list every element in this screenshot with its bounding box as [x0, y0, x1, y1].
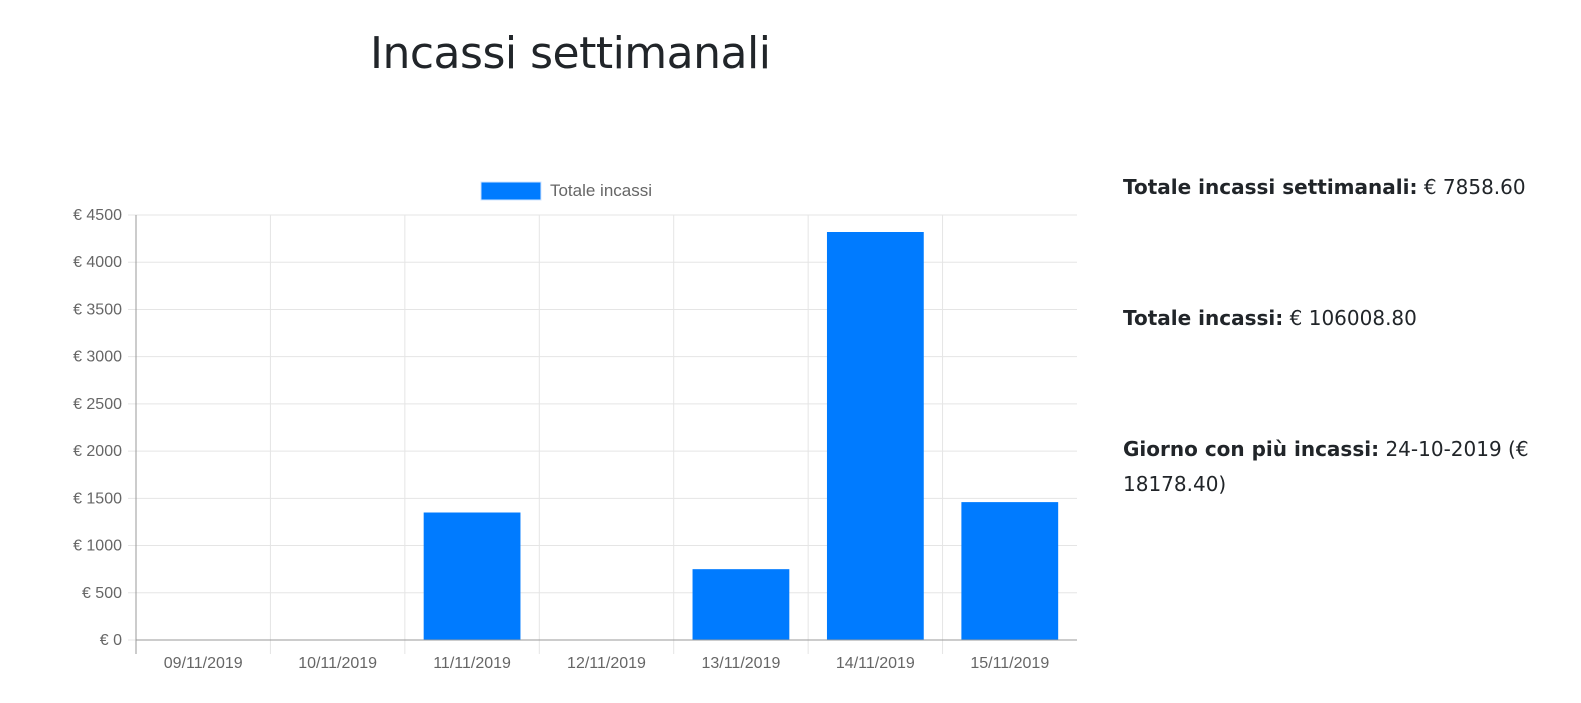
y-tick-label: € 4500 [73, 207, 122, 224]
total-label: Totale incassi: [1123, 306, 1284, 330]
bars-layer [423, 232, 1059, 640]
y-tick-label: € 2000 [73, 443, 122, 460]
total-stat: Totale incassi: € 106008.80 [1123, 301, 1543, 336]
x-tick-label: 14/11/2019 [836, 655, 915, 672]
x-tick-label: 09/11/2019 [164, 655, 243, 672]
axis-layer: € 0 € 500 € 1000 € 1500 € 2000 € 2500 € 3000 € … [73, 207, 1077, 672]
legend[interactable]: Totale incassi [480, 181, 652, 201]
best-day-stat: Giorno con più incassi: 24-10-2019 (€ 18… [1123, 432, 1543, 502]
legend-label: Totale incassi [550, 181, 652, 200]
x-tick-label: 15/11/2019 [970, 655, 1049, 672]
weekly-total-label: Totale incassi settimanali: [1123, 175, 1418, 199]
y-tick-label: € 1500 [73, 490, 122, 507]
page-title: Incassi settimanali [370, 28, 771, 79]
weekly-total-value: € 7858.60 [1423, 175, 1526, 199]
bar-chart-svg: € 0 € 500 € 1000 € 1500 € 2000 € 2500 € 3000 € … [73, 181, 1077, 672]
x-tick-label: 13/11/2019 [701, 655, 780, 672]
x-tick-label: 10/11/2019 [298, 655, 377, 672]
weekly-total-stat: Totale incassi settimanali: € 7858.60 [1123, 170, 1543, 205]
bar-11-11-2019 [423, 512, 521, 640]
legend-swatch[interactable] [480, 181, 542, 201]
grid-layer [128, 214, 1077, 654]
bar-15-11-2019 [961, 502, 1059, 640]
bar-13-11-2019 [692, 569, 790, 640]
total-value: € 106008.80 [1289, 306, 1417, 330]
bar-14-11-2019 [826, 232, 924, 640]
x-tick-label: 12/11/2019 [567, 655, 646, 672]
y-tick-label: € 1000 [73, 538, 122, 555]
weekly-revenue-chart: € 0 € 500 € 1000 € 1500 € 2000 € 2500 € 3000 € … [0, 160, 1100, 703]
x-tick-label: 11/11/2019 [433, 655, 511, 672]
y-tick-label: € 2500 [73, 396, 122, 413]
y-tick-label: € 500 [82, 585, 122, 602]
y-tick-label: € 0 [100, 632, 122, 649]
best-day-label: Giorno con più incassi: [1123, 437, 1380, 461]
y-tick-label: € 3500 [73, 301, 122, 318]
y-tick-label: € 4000 [73, 254, 122, 271]
best-day-value: 24-10-2019 (€ 18178.40) [1123, 437, 1529, 496]
y-tick-label: € 3000 [73, 349, 122, 366]
